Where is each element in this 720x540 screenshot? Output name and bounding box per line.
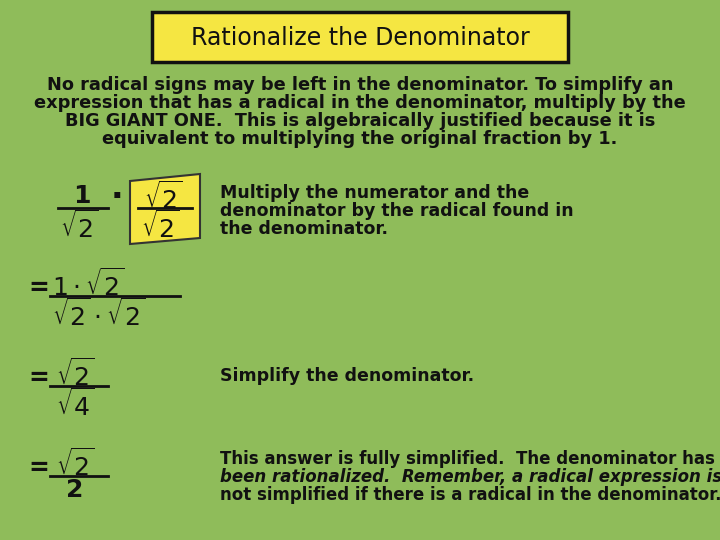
Text: 1: 1 [73,184,91,208]
Polygon shape [130,174,200,244]
Text: $\sqrt{2} \cdot \sqrt{2}$: $\sqrt{2} \cdot \sqrt{2}$ [52,298,145,330]
Text: $1 \cdot \sqrt{2}$: $1 \cdot \sqrt{2}$ [52,268,125,301]
Text: No radical signs may be left in the denominator. To simplify an: No radical signs may be left in the deno… [47,76,673,94]
Text: BIG GIANT ONE.  This is algebraically justified because it is: BIG GIANT ONE. This is algebraically jus… [65,112,655,130]
Text: expression that has a radical in the denominator, multiply by the: expression that has a radical in the den… [34,94,686,112]
Text: 2: 2 [66,478,84,502]
Text: =: = [28,366,49,390]
Text: been rationalized.  Remember, a radical expression is: been rationalized. Remember, a radical e… [220,468,720,486]
Text: $\sqrt{2}$: $\sqrt{2}$ [55,358,94,390]
Text: Simplify the denominator.: Simplify the denominator. [220,367,474,385]
Text: $\sqrt{2}$: $\sqrt{2}$ [141,210,180,242]
Text: not simplified if there is a radical in the denominator.: not simplified if there is a radical in … [220,486,720,504]
Text: equivalent to multiplying the original fraction by 1.: equivalent to multiplying the original f… [102,130,618,148]
Text: ·: · [111,181,123,214]
Text: $\sqrt{2}$: $\sqrt{2}$ [55,448,94,481]
Text: the denominator.: the denominator. [220,220,388,238]
Text: $\sqrt{2}$: $\sqrt{2}$ [144,181,182,214]
Text: denominator by the radical found in: denominator by the radical found in [220,202,574,220]
Text: $\sqrt{2}$: $\sqrt{2}$ [60,210,99,242]
Text: =: = [28,456,49,480]
Text: =: = [28,276,49,300]
Text: This answer is fully simplified.  The denominator has: This answer is fully simplified. The den… [220,450,715,468]
FancyBboxPatch shape [152,12,568,62]
Text: Rationalize the Denominator: Rationalize the Denominator [191,26,529,50]
Text: Multiply the numerator and the: Multiply the numerator and the [220,184,529,202]
Text: $\sqrt{4}$: $\sqrt{4}$ [55,388,94,421]
